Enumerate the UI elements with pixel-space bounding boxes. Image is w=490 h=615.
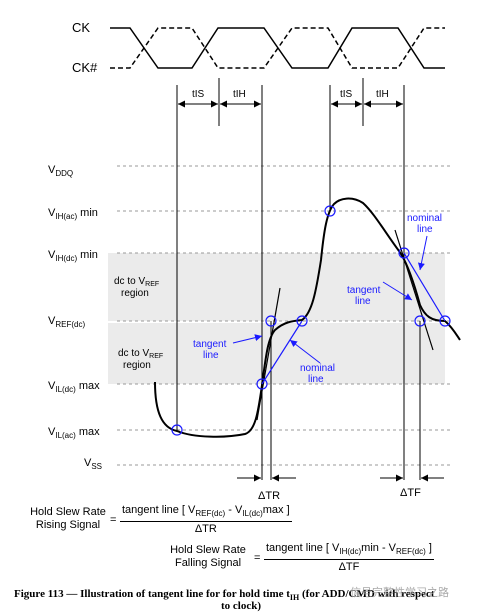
marker-vih-dc [398,247,410,259]
ck-label: CK [72,20,90,35]
falling-equals: = [254,552,261,564]
vih-dc-label: VIH(dc) min [48,249,98,263]
delta-tr-label: ΔTR [258,490,280,502]
ck-bar-label: CK# [72,60,98,75]
tih-label-2: tIH [376,89,389,100]
marker-vih-ac [324,205,336,217]
timing-diagram: CK CK# tIS tIH tIS tIH VDDQ VIH(ac) min … [48,20,461,502]
upper-region-label-2: region [121,288,149,299]
nominal-label-right-2: line [417,224,433,235]
falling-slew-equation: Hold Slew Rate Falling Signal = tangent … [0,542,490,578]
marker-vref-tangent [265,315,277,327]
rising-lhs-line2: Rising Signal [35,519,101,531]
rising-numerator: tangent line [ VREF(dc) - VIL(dc)max ] [120,504,292,523]
falling-denominator: ΔTF [338,561,360,574]
lower-dc-region [108,323,445,384]
lower-region-label-1: dc to VREF [118,348,163,360]
tangent-label-left-2: line [203,350,219,361]
upper-region-label-1: dc to VREF [114,276,159,288]
ck-bar-waveform [110,27,445,69]
vref-label: VREF(dc) [48,315,85,329]
watermark: 信号完整性学习之路 [350,586,449,599]
signal-waveform [154,197,461,438]
vil-ac-label: VIL(ac) max [48,426,100,440]
rising-denominator: ΔTR [194,523,217,536]
tangent-line-rise [256,287,281,421]
marker-vref-fall-nominal [439,315,451,327]
figure-caption: Figure 113 — Illustration of tangent lin… [14,588,490,612]
vddq-label: VDDQ [48,164,73,178]
vih-ac-label: VIH(ac) min [48,207,98,221]
pointer-tangent-left [232,334,263,344]
nominal-label-left-1: nominal [300,363,335,374]
tangent-label-right-1: tangent [347,285,381,296]
marker-vil-ac [171,424,183,436]
tih-label-1: tIH [233,89,246,100]
caption-line-1: Figure 113 — Illustration of tangent lin… [14,588,435,603]
rising-equals: = [110,514,117,526]
falling-equation-lhs: Hold Slew Rate Falling Signal [160,544,256,570]
caption-line-2: to clock) [221,600,262,612]
nominal-line-fall [403,252,446,322]
marker-vref-fall-tangent [414,315,426,327]
delta-tf-label: ΔTF [400,487,421,499]
rising-lhs-line1: Hold Slew Rate [30,506,106,518]
vil-dc-label: VIL(dc) max [48,380,100,394]
lower-region-label-2: region [123,360,151,371]
nominal-label-right-1: nominal [407,213,442,224]
pointer-nominal-right [417,235,428,271]
falling-numerator: tangent line [ VIH(dc)min - VREF(dc) ] [264,542,434,561]
nominal-label-left-2: line [308,374,324,385]
rising-equation-lhs: Hold Slew Rate Rising Signal [18,506,118,532]
pointer-nominal-left [289,339,321,364]
falling-fraction: tangent line [ VIH(dc)min - VREF(dc) ] Δ… [264,542,434,574]
falling-lhs-line2: Falling Signal [174,557,242,569]
pointer-tangent-right [382,281,413,301]
tis-label-2: tIS [340,89,353,100]
falling-lhs-line1: Hold Slew Rate [170,544,246,556]
tangent-label-right-2: line [355,296,371,307]
marker-vref-nominal [296,315,308,327]
rising-fraction: tangent line [ VREF(dc) - VIL(dc)max ] Δ… [120,504,292,536]
tangent-line-fall [394,229,434,351]
rising-slew-equation: Hold Slew Rate Rising Signal = tangent l… [0,504,490,538]
vss-label: VSS [84,457,102,471]
nominal-line-rise [261,320,303,385]
marker-vil-dc [256,378,268,390]
tangent-label-left-1: tangent [193,339,227,350]
tis-label-1: tIS [192,89,205,100]
